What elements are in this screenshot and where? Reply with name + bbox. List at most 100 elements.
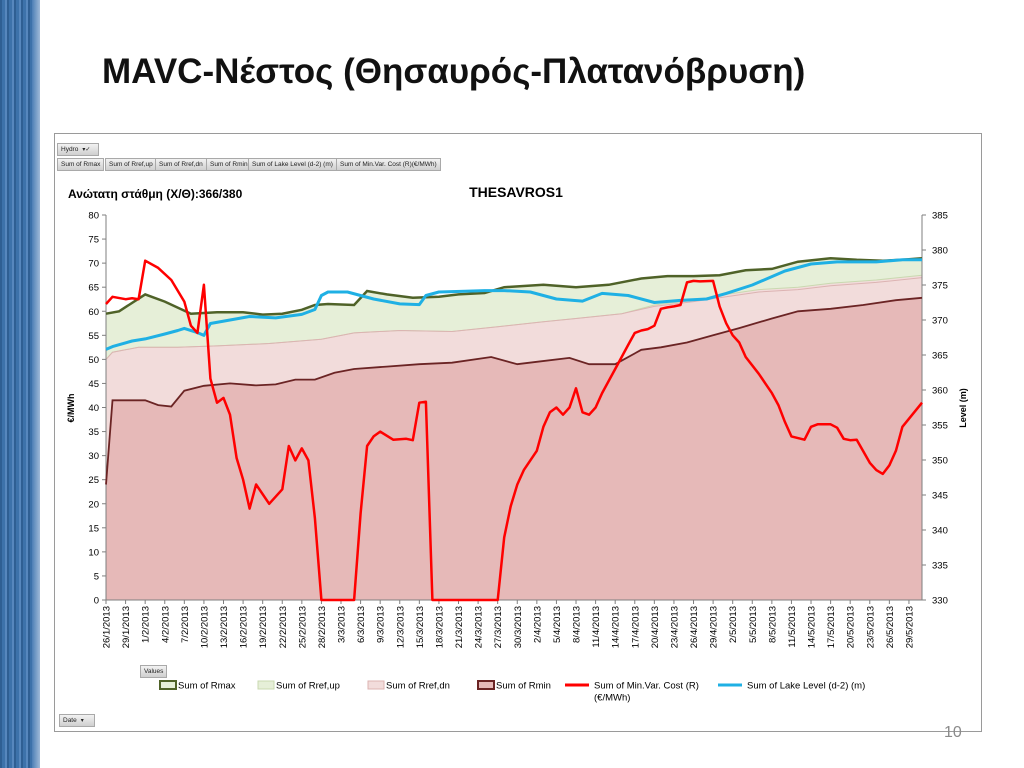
x-tick-label: 4/2/2013	[160, 606, 171, 643]
x-tick-label: 25/2/2013	[297, 606, 308, 648]
x-tick-label: 11/4/2013	[591, 606, 602, 648]
legend-item-rmax: Sum of Rmax	[159, 680, 236, 692]
y-tick-label-left: 10	[88, 547, 99, 558]
x-tick-label: 13/2/2013	[219, 606, 230, 648]
y-tick-label-left: 0	[94, 596, 99, 607]
hydro-field-button[interactable]: Hydro ▾✓	[57, 143, 99, 156]
x-tick-label: 8/5/2013	[767, 606, 778, 643]
slide-side-bar	[0, 0, 40, 768]
y-tick-label-right: 330	[932, 596, 948, 607]
legend-item-rmin: Sum of Rmin	[477, 680, 551, 692]
slide-title: MAVC-Νέστος (Θησαυρός-Πλατανόβρυση)	[102, 52, 806, 91]
legend-item-rref-dn: Sum of Rref,dn	[367, 680, 450, 692]
x-tick-label: 3/3/2013	[337, 606, 348, 643]
legend-label: Sum of Rref,dn	[386, 681, 450, 692]
legend-swatch	[477, 680, 495, 690]
y-tick-label-left: 60	[88, 307, 99, 318]
x-tick-label: 21/3/2013	[454, 606, 465, 648]
y-tick-label-right: 365	[932, 351, 948, 362]
legend-item-cost: Sum of Min.Var. Cost (R)(€/MWh)	[565, 681, 699, 704]
date-field-label: Date	[63, 717, 77, 724]
x-tick-label: 10/2/2013	[199, 606, 210, 648]
x-tick-label: 19/2/2013	[258, 606, 269, 648]
legend-swatch	[367, 680, 385, 690]
y-axis-label-right: Level (m)	[958, 388, 968, 428]
value-button-cost[interactable]: Sum of Min.Var. Cost (R)(€/MWh)	[336, 158, 441, 171]
y-tick-label-left: 45	[88, 379, 99, 390]
rmax-line	[105, 257, 923, 316]
chart-legend: Sum of Rmax Sum of Rref,up Sum of Rref,dn S…	[159, 680, 865, 704]
y-tick-label-left: 55	[88, 331, 99, 342]
legend-label: Sum of Rref,up	[276, 681, 340, 692]
x-tick-label: 7/2/2013	[180, 606, 191, 643]
filter-icon: ▾✓	[82, 147, 91, 153]
x-tick-label: 20/4/2013	[650, 606, 661, 648]
value-button-lake-level[interactable]: Sum of Lake Level (d-2) (m)	[248, 158, 337, 171]
y-tick-label-left: 5	[94, 571, 99, 582]
x-tick-label: 6/3/2013	[356, 606, 367, 643]
y-tick-label-left: 20	[88, 499, 99, 510]
y-tick-label-left: 35	[88, 427, 99, 438]
x-tick-label: 9/3/2013	[376, 606, 387, 643]
y-tick-label-left: 30	[88, 451, 99, 462]
x-tick-label: 26/4/2013	[689, 606, 700, 648]
x-tick-label: 26/5/2013	[885, 606, 896, 648]
y-tick-label-left: 25	[88, 475, 99, 486]
x-tick-label: 5/4/2013	[552, 606, 563, 643]
y-tick-label-right: 360	[932, 386, 948, 397]
x-tick-label: 2/5/2013	[728, 606, 739, 643]
date-field-button[interactable]: Date ▾	[59, 714, 95, 727]
y-tick-label-left: 65	[88, 283, 99, 294]
legend-swatch	[257, 680, 275, 690]
cost-line	[105, 259, 923, 602]
y-tick-label-right: 350	[932, 456, 948, 467]
y-tick-label-left: 40	[88, 403, 99, 414]
y-tick-label-right: 380	[932, 246, 948, 257]
x-tick-label: 14/5/2013	[807, 606, 818, 648]
legend-label: Sum of Rmax	[178, 681, 236, 692]
x-tick-label: 1/2/2013	[141, 606, 152, 643]
x-tick-label: 2/4/2013	[532, 606, 543, 643]
x-tick-label: 27/3/2013	[493, 606, 504, 648]
chevron-down-icon: ▾	[80, 718, 84, 724]
rmin-area	[106, 297, 922, 600]
chart-annotation: Ανώτατη στάθμη (Χ/Θ):366/380	[68, 187, 243, 201]
x-tick-label: 11/5/2013	[787, 606, 798, 648]
legend-label: Sum of Lake Level (d-2) (m)	[747, 681, 865, 692]
legend-label: Sum of Rmin	[496, 681, 551, 692]
y-tick-label-right: 345	[932, 491, 948, 502]
x-tick-label: 29/1/2013	[121, 606, 132, 648]
y-tick-label-left: 75	[88, 235, 99, 246]
x-tick-label: 14/4/2013	[611, 606, 622, 648]
legend-swatch	[159, 680, 177, 690]
chart-title: THESAVROS1	[469, 184, 563, 200]
legend-label: Sum of Min.Var. Cost (R)	[594, 681, 699, 692]
x-tick-label: 17/4/2013	[630, 606, 641, 648]
value-button-rref-up[interactable]: Sum of Rref,up	[105, 158, 157, 171]
y-tick-label-right: 385	[932, 211, 948, 222]
x-tick-label: 22/2/2013	[278, 606, 289, 648]
x-tick-label: 24/3/2013	[474, 606, 485, 648]
y-tick-label-right: 335	[932, 561, 948, 572]
y-axis-label-left: €/MWh	[66, 394, 76, 423]
y-tick-label-left: 70	[88, 259, 99, 270]
y-tick-label-left: 80	[88, 211, 99, 222]
rref-dn-line	[105, 277, 923, 360]
x-tick-label: 30/3/2013	[513, 606, 524, 648]
values-field-button[interactable]: Values	[140, 665, 168, 678]
x-tick-label: 12/3/2013	[395, 606, 406, 648]
x-tick-label: 29/4/2013	[709, 606, 720, 648]
page-number: 10	[944, 724, 962, 741]
value-button-rmax[interactable]: Sum of Rmax	[57, 158, 105, 171]
x-tick-label: 23/5/2013	[865, 606, 876, 648]
x-tick-label: 23/4/2013	[669, 606, 680, 648]
legend-item-rref-up: Sum of Rref,up	[257, 680, 340, 692]
y-tick-label-right: 370	[932, 316, 948, 327]
y-tick-label-right: 355	[932, 421, 948, 432]
y-tick-label-left: 15	[88, 523, 99, 534]
hydro-field-label: Hydro	[61, 146, 79, 153]
x-tick-label: 17/5/2013	[826, 606, 837, 648]
x-tick-label: 15/3/2013	[415, 606, 426, 648]
legend-label: (€/MWh)	[594, 693, 630, 704]
